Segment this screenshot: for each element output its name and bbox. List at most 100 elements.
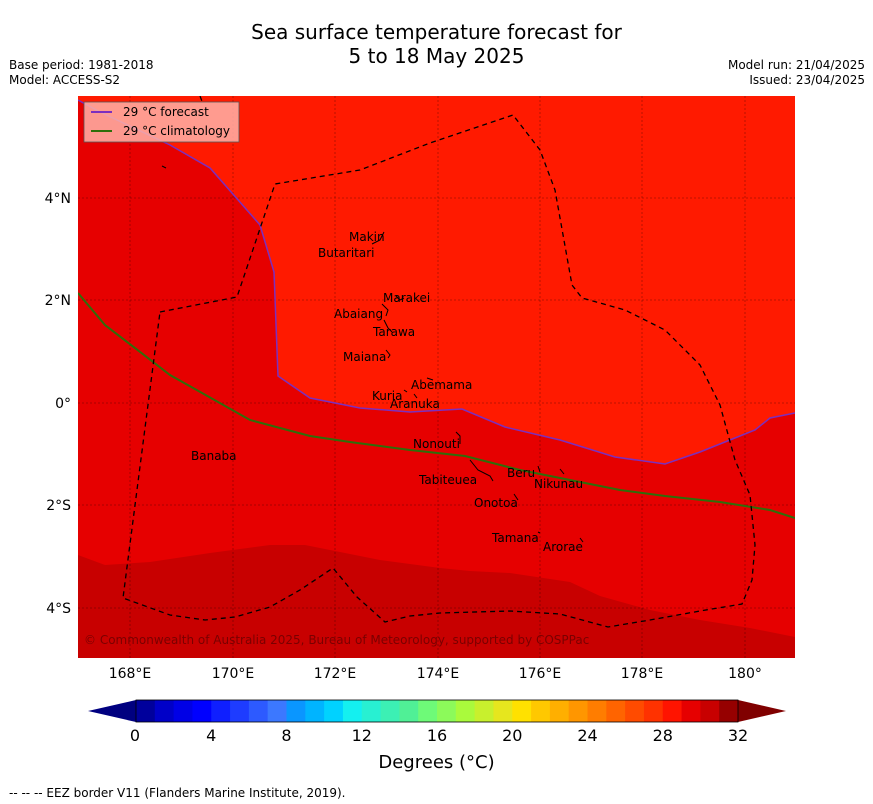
map-legend: 29 °C forecast 29 °C climatology — [83, 101, 240, 143]
colorbar-swatch — [286, 700, 306, 722]
colorbar-swatch — [606, 700, 626, 722]
colorbar-tick-label: 0 — [130, 726, 140, 745]
colorbar-tick-label: 20 — [502, 726, 522, 745]
copyright-notice: © Commonwealth of Australia 2025, Bureau… — [84, 633, 589, 647]
colorbar-swatch — [643, 700, 664, 722]
title-line-1: Sea surface temperature forecast for — [251, 20, 622, 44]
legend-box — [83, 101, 240, 143]
colorbar-swatch — [719, 700, 739, 722]
colorbar-swatch — [248, 700, 269, 722]
colorbar-swatches — [136, 700, 739, 722]
latitude-labels: 4°N 2°N 0° 2°S 4°S — [45, 191, 72, 617]
colorbar-swatch — [230, 700, 250, 722]
label-butaritari: Butaritari — [318, 246, 375, 260]
lat-label-2n: 2°N — [45, 293, 71, 309]
label-aranuka: Aranuka — [390, 397, 440, 411]
lon-label-176e: 176°E — [519, 666, 562, 682]
map-area: Makin Butaritari Marakei Abaiang Tarawa … — [78, 96, 795, 658]
title-line-2: 5 to 18 May 2025 — [348, 44, 525, 68]
colorbar-frame — [135, 699, 739, 723]
issued-date: Issued: 23/04/2025 — [749, 73, 865, 87]
colorbar-swatch — [192, 700, 212, 722]
colorbar-swatch — [173, 700, 193, 722]
map-gridlines — [78, 96, 795, 658]
sst-region-29-30 — [78, 100, 795, 658]
colorbar-swatch — [154, 700, 175, 722]
colorbar-swatch — [418, 700, 438, 722]
colorbar-swatch — [380, 700, 400, 722]
eez-border-fragment — [199, 96, 204, 105]
label-nonouti: Nonouti — [413, 437, 460, 451]
longitude-labels: 168°E 170°E 172°E 174°E 176°E 178°E 180° — [109, 666, 762, 682]
model-run-date: Model run: 21/04/2025 — [727, 58, 865, 72]
sst-region-28-29 — [78, 545, 795, 658]
legend-climatology-label: 29 °C climatology — [123, 124, 230, 138]
colorbar-swatch — [549, 700, 570, 722]
colorbar-swatch — [474, 700, 494, 722]
colorbar-swatch — [361, 700, 382, 722]
label-abaiang: Abaiang — [334, 307, 383, 321]
colorbar-swatch — [267, 700, 287, 722]
lat-label-4n: 4°N — [45, 191, 71, 207]
base-period: Base period: 1981-2018 — [9, 58, 154, 72]
label-abemama: Abemama — [411, 378, 472, 392]
colorbar-tick-label: 4 — [206, 726, 216, 745]
colorbar-swatch — [399, 700, 419, 722]
colorbar-swatch — [211, 700, 231, 722]
lat-label-4s: 4°S — [46, 601, 71, 617]
colorbar-title: Degrees (°C) — [378, 752, 495, 773]
run-info: Model run: 21/04/2025 Issued: 23/04/2025 — [728, 58, 865, 88]
map-title: Sea surface temperature forecast for 5 t… — [0, 20, 873, 68]
lon-label-168e: 168°E — [109, 666, 152, 682]
lon-label-180: 180° — [728, 666, 762, 682]
label-banaba: Banaba — [191, 449, 237, 463]
colorbar-swatch — [324, 700, 344, 722]
colorbar-swatch — [342, 700, 363, 722]
lon-label-178e: 178°E — [621, 666, 664, 682]
label-nikunau: Nikunau — [534, 477, 583, 491]
label-makin: Makin — [349, 230, 385, 244]
label-tabiteuea: Tabiteuea — [418, 473, 477, 487]
colorbar-swatch — [136, 700, 156, 722]
climatology-29c-contour — [78, 292, 795, 519]
colorbar-swatch — [455, 700, 476, 722]
colorbar-swatch — [512, 700, 532, 722]
label-tamana: Tamana — [491, 531, 539, 545]
label-arorae: Arorae — [543, 540, 583, 554]
label-onotoa: Onotoa — [474, 496, 518, 510]
colorbar-swatch — [681, 700, 701, 722]
colorbar-swatch — [700, 700, 720, 722]
colorbar-swatch — [568, 700, 588, 722]
label-kuria: Kuria — [372, 389, 403, 403]
colorbar-tick-label: 32 — [728, 726, 748, 745]
label-beru: Beru — [507, 466, 535, 480]
model-name: Model: ACCESS-S2 — [9, 73, 121, 87]
island-outlines — [161, 165, 584, 543]
model-info: Base period: 1981-2018 Model: ACCESS-S2 — [9, 58, 154, 88]
colorbar-under-arrow — [88, 700, 136, 722]
lon-label-172e: 172°E — [314, 666, 357, 682]
legend-forecast-label: 29 °C forecast — [123, 105, 209, 119]
label-maiana: Maiana — [343, 350, 386, 364]
lat-label-0: 0° — [55, 396, 71, 412]
colorbar-swatch — [625, 700, 645, 722]
colorbar-tick-label: 12 — [352, 726, 372, 745]
colorbar-tick-labels: 0 4 8 12 16 20 24 28 32 — [130, 726, 748, 745]
lon-label-170e: 170°E — [212, 666, 255, 682]
colorbar-tick-label: 24 — [577, 726, 597, 745]
label-marakei: Marakei — [383, 291, 430, 305]
colorbar-swatch — [531, 700, 551, 722]
colorbar-swatch — [437, 700, 457, 722]
temperature-colorbar: 0 4 8 12 16 20 24 28 32 — [88, 699, 786, 745]
lat-label-2s: 2°S — [46, 498, 71, 514]
forecast-29c-contour — [78, 99, 795, 465]
colorbar-tick-label: 16 — [427, 726, 447, 745]
label-tarawa: Tarawa — [372, 325, 415, 339]
colorbar-swatch — [305, 700, 325, 722]
island-labels: Makin Butaritari Marakei Abaiang Tarawa … — [191, 230, 583, 554]
colorbar-swatch — [587, 700, 607, 722]
colorbar-swatch — [493, 700, 513, 722]
colorbar-swatch — [662, 700, 683, 722]
colorbar-over-arrow — [738, 700, 786, 722]
